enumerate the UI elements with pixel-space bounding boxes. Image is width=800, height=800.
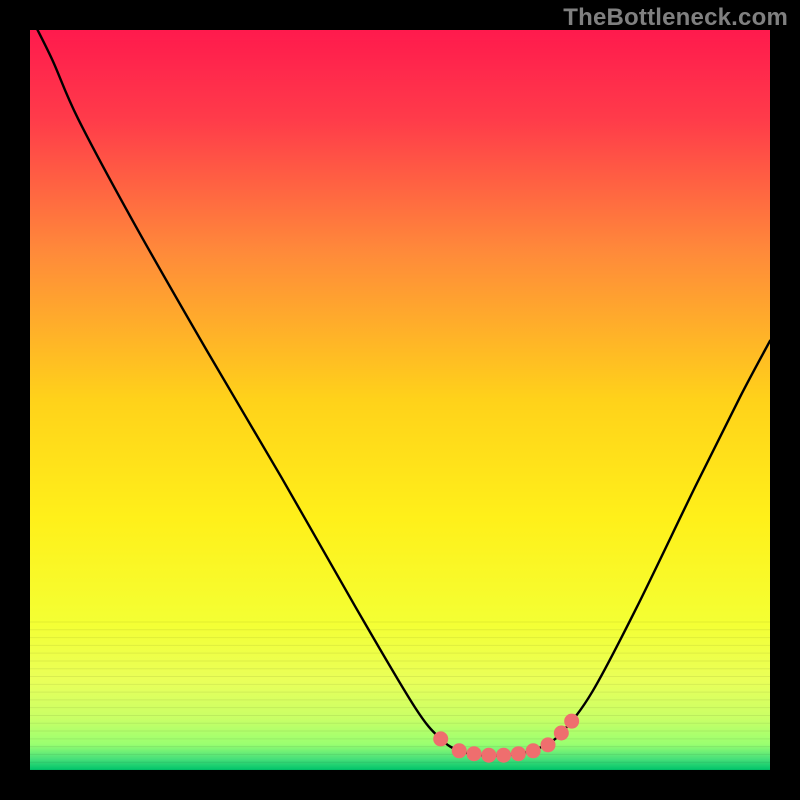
- trough-marker: [565, 714, 579, 728]
- trough-marker: [526, 744, 540, 758]
- chart-stage: TheBottleneck.com: [0, 0, 800, 800]
- trough-marker: [554, 726, 568, 740]
- trough-marker: [511, 747, 525, 761]
- trough-marker: [541, 738, 555, 752]
- watermark-text: TheBottleneck.com: [563, 4, 788, 32]
- trough-marker: [452, 744, 466, 758]
- trough-marker: [497, 748, 511, 762]
- bottleneck-curve-chart: [0, 0, 800, 800]
- gradient-background: [30, 30, 770, 770]
- trough-marker: [467, 747, 481, 761]
- trough-marker: [434, 732, 448, 746]
- trough-marker: [482, 748, 496, 762]
